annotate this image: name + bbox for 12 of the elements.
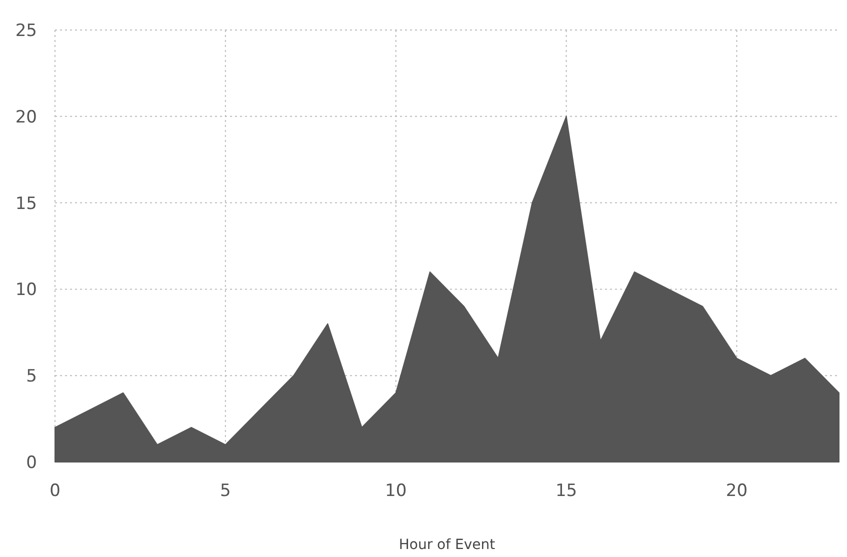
y-tick-label: 10 bbox=[15, 280, 37, 300]
x-tick-label: 10 bbox=[385, 481, 407, 501]
x-tick-label: 15 bbox=[555, 481, 578, 501]
x-tick-label: 20 bbox=[726, 481, 748, 501]
y-tick-label: 25 bbox=[15, 20, 37, 41]
x-axis-title: Hour of Event bbox=[398, 537, 496, 553]
x-tick-label: 5 bbox=[220, 481, 231, 501]
y-tick-label: 20 bbox=[15, 107, 37, 128]
y-tick-label: 15 bbox=[15, 194, 37, 214]
y-tick-label: 0 bbox=[26, 452, 37, 473]
y-tick-label: 5 bbox=[26, 366, 37, 387]
x-tick-label: 0 bbox=[50, 481, 60, 501]
